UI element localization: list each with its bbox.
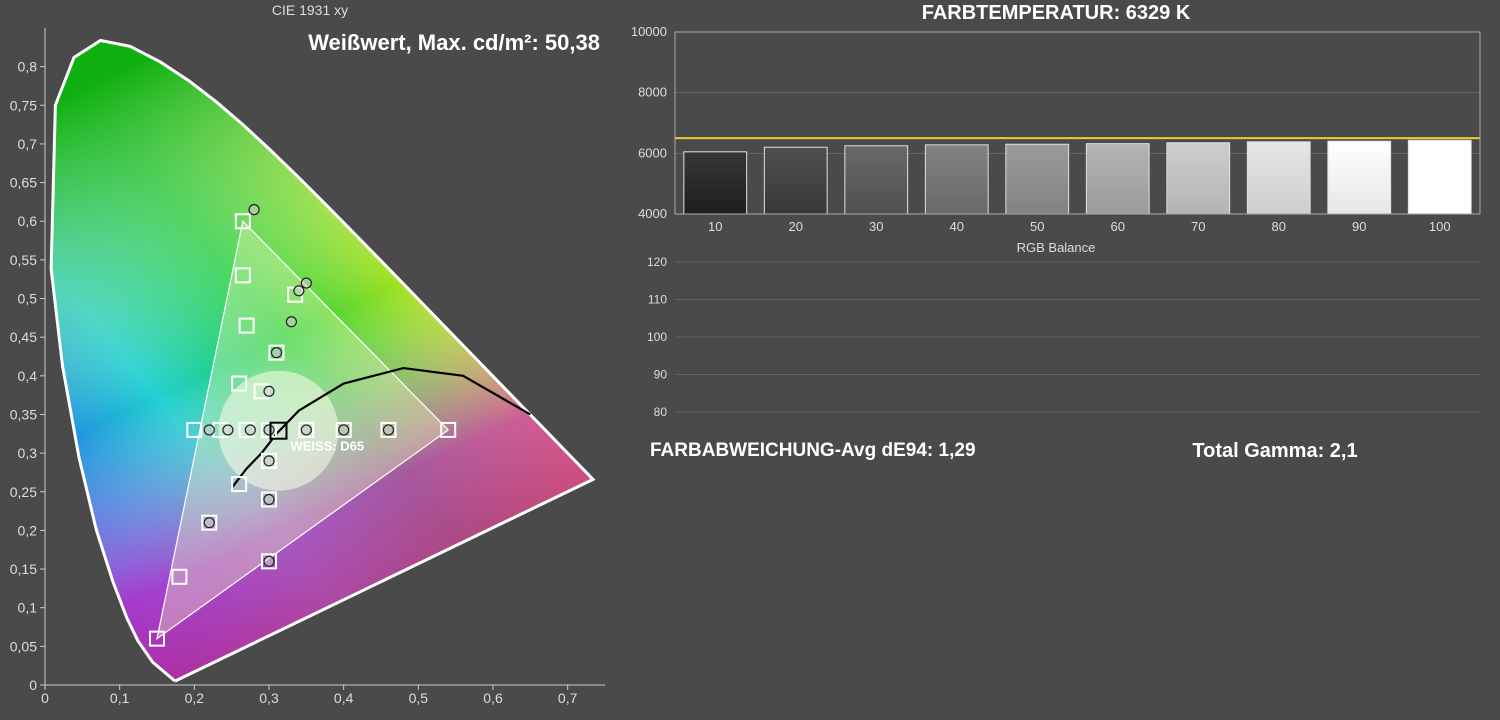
gamma-svg bbox=[1060, 465, 1490, 695]
cie-chart: CIE 1931 xy Weißwert, Max. cd/m²: 50,38 … bbox=[0, 0, 620, 713]
svg-text:WEISS: D65: WEISS: D65 bbox=[290, 439, 364, 454]
svg-text:0: 0 bbox=[29, 677, 37, 693]
rgb-balance-svg: 80 90 100 110 120 bbox=[620, 257, 1490, 437]
svg-text:110: 110 bbox=[648, 293, 667, 307]
svg-text:20: 20 bbox=[789, 219, 803, 234]
svg-text:0,7: 0,7 bbox=[558, 690, 578, 706]
svg-text:0,75: 0,75 bbox=[10, 97, 37, 113]
svg-text:0,45: 0,45 bbox=[10, 329, 37, 345]
svg-text:6000: 6000 bbox=[638, 145, 667, 160]
rgb-balance-title: RGB Balance bbox=[620, 238, 1492, 257]
svg-text:0,7: 0,7 bbox=[18, 136, 38, 152]
svg-text:0,3: 0,3 bbox=[259, 690, 279, 706]
color-error-title: FARBABWEICHUNG-Avg dE94: 1,29 bbox=[650, 440, 1050, 462]
svg-text:0,2: 0,2 bbox=[18, 522, 38, 538]
svg-text:90: 90 bbox=[1352, 219, 1366, 234]
cie-svg: 0 0,1 0,2 0,3 0,4 0,5 0,6 0,7 0 0,05 0,1 0,15 0,2 0,2… bbox=[0, 20, 620, 715]
svg-text:90: 90 bbox=[654, 368, 668, 382]
svg-text:0,4: 0,4 bbox=[334, 690, 354, 706]
svg-text:120: 120 bbox=[647, 257, 667, 269]
svg-text:40: 40 bbox=[950, 219, 964, 234]
color-temp-title: FARBTEMPERATUR: 6329 K bbox=[620, 2, 1492, 25]
svg-text:0,5: 0,5 bbox=[409, 690, 429, 706]
svg-text:10: 10 bbox=[708, 219, 722, 234]
svg-text:100: 100 bbox=[647, 330, 667, 344]
svg-text:0,6: 0,6 bbox=[18, 213, 38, 229]
svg-text:0,05: 0,05 bbox=[10, 638, 37, 654]
svg-text:0,6: 0,6 bbox=[483, 690, 503, 706]
color-error-svg bbox=[620, 464, 1050, 694]
svg-text:0: 0 bbox=[41, 690, 49, 706]
svg-text:0,2: 0,2 bbox=[185, 690, 205, 706]
svg-text:0,5: 0,5 bbox=[18, 291, 38, 307]
color-error-chart: FARBABWEICHUNG-Avg dE94: 1,29 bbox=[620, 438, 1050, 698]
svg-text:50: 50 bbox=[1030, 219, 1044, 234]
svg-text:0,4: 0,4 bbox=[18, 368, 38, 384]
color-temp-chart: FARBTEMPERATUR: 6329 K 4000 6000 8000 10000… bbox=[620, 0, 1492, 238]
svg-text:70: 70 bbox=[1191, 219, 1205, 234]
svg-text:100: 100 bbox=[1429, 219, 1451, 234]
svg-text:0,35: 0,35 bbox=[10, 406, 37, 422]
svg-text:30: 30 bbox=[869, 219, 883, 234]
rgb-balance-chart: RGB Balance 80 90 100 110 120 bbox=[620, 238, 1492, 438]
svg-text:0,65: 0,65 bbox=[10, 175, 37, 191]
svg-text:10000: 10000 bbox=[631, 27, 667, 39]
gamma-chart: Total Gamma: 2,1 bbox=[1060, 438, 1490, 698]
svg-text:0,55: 0,55 bbox=[10, 252, 37, 268]
svg-text:80: 80 bbox=[1272, 219, 1286, 234]
svg-text:8000: 8000 bbox=[638, 85, 667, 100]
svg-text:0,15: 0,15 bbox=[10, 561, 37, 577]
svg-text:4000: 4000 bbox=[638, 206, 667, 221]
gamma-title: Total Gamma: 2,1 bbox=[1060, 440, 1490, 463]
cie-title: CIE 1931 xy bbox=[0, 0, 620, 20]
svg-text:0,1: 0,1 bbox=[110, 690, 130, 706]
svg-text:0,25: 0,25 bbox=[10, 484, 37, 500]
cie-overlay-text: Weißwert, Max. cd/m²: 50,38 bbox=[308, 30, 600, 56]
svg-text:0,1: 0,1 bbox=[18, 600, 38, 616]
svg-text:0,3: 0,3 bbox=[18, 445, 38, 461]
svg-text:60: 60 bbox=[1111, 219, 1125, 234]
svg-text:0,8: 0,8 bbox=[18, 59, 38, 75]
color-temp-svg: 4000 6000 8000 10000 10 20 30 40 50 60 70 80 90 100 bbox=[620, 27, 1490, 239]
svg-text:80: 80 bbox=[654, 405, 668, 419]
